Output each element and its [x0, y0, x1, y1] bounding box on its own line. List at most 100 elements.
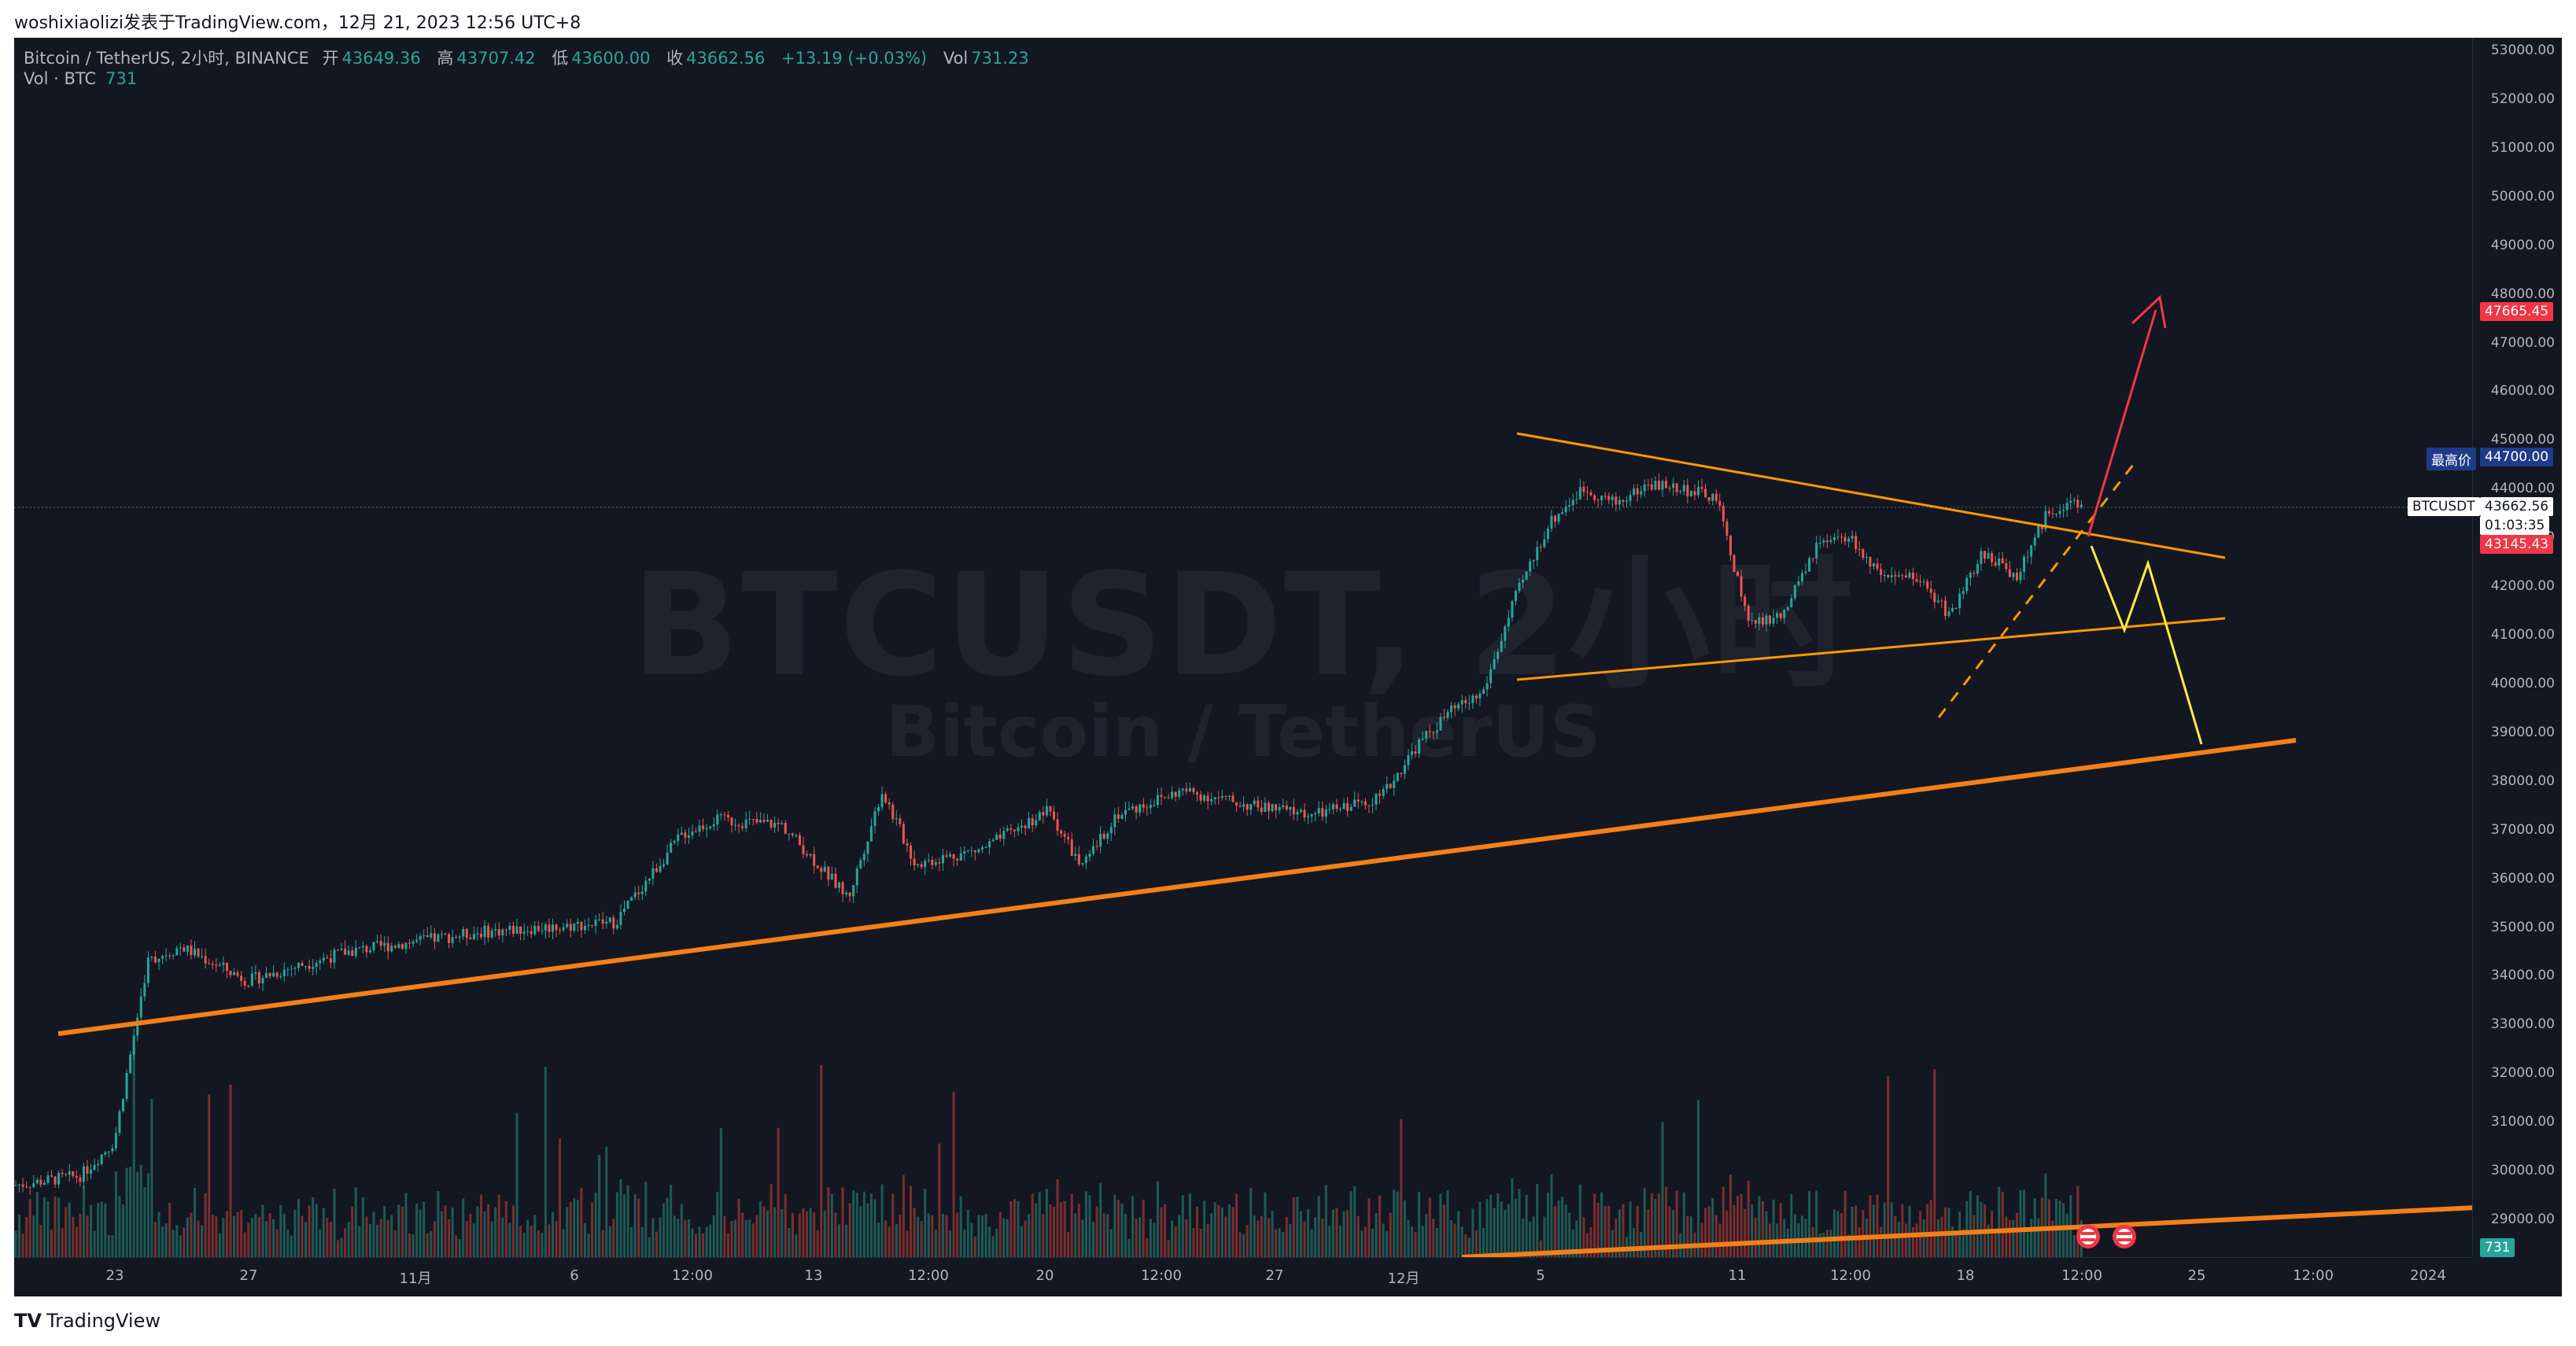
dashed-rising-trendline[interactable]	[1937, 461, 2137, 718]
volume-bar	[526, 1219, 530, 1257]
candlestick	[1407, 749, 1410, 771]
volume-bar	[1901, 1204, 1904, 1257]
candlestick	[1779, 612, 1782, 621]
volume-bar	[1407, 1219, 1410, 1257]
volume-bar	[426, 1233, 429, 1257]
drawings	[14, 295, 2472, 1257]
volume-bar	[326, 1218, 329, 1257]
volume-bar	[1224, 1216, 1227, 1257]
volume-bar	[1940, 1216, 1943, 1257]
volume-bar	[934, 1230, 937, 1257]
volume-bar	[125, 1167, 128, 1257]
volume-bar	[100, 1201, 103, 1257]
candlestick	[480, 927, 482, 940]
volume-bar	[1092, 1222, 1095, 1257]
candlestick	[172, 953, 175, 960]
candlestick	[1031, 814, 1034, 833]
volume-bar	[114, 1171, 117, 1257]
volume-bar	[984, 1214, 987, 1257]
volume-bar	[1607, 1205, 1611, 1257]
time-axis-tick: 11	[1728, 1267, 1747, 1284]
candlestick	[2080, 500, 2083, 509]
candlestick	[1238, 802, 1242, 808]
volume-bar	[1356, 1216, 1360, 1257]
us-flag-event-icon[interactable]	[2113, 1225, 2136, 1248]
volume-bar	[1482, 1227, 1485, 1257]
price-axis-tick: 32000.00	[2490, 1065, 2555, 1082]
candlestick	[1020, 819, 1024, 834]
candlestick	[1178, 787, 1181, 800]
price-axis-tick: 40000.00	[2490, 675, 2555, 691]
volume-bar	[111, 1235, 114, 1257]
triangle-lower-trendline[interactable]	[1516, 617, 2226, 681]
candlestick	[111, 1144, 114, 1155]
candlestick	[891, 802, 895, 823]
candlestick	[813, 846, 816, 874]
volume-bar	[1013, 1199, 1016, 1257]
volume-bar	[1335, 1208, 1338, 1257]
price-axis[interactable]: 29000.00 30000.00 31000.00 32000.00 33000.00…	[2472, 38, 2562, 1257]
candlestick	[1504, 624, 1507, 648]
candlestick	[1604, 492, 1607, 500]
bullish-arrow[interactable]	[2087, 295, 2167, 537]
candlestick	[308, 959, 311, 973]
open-value: 43649.36	[341, 49, 421, 68]
bearish-projection-path[interactable]	[2090, 545, 2203, 745]
candlestick	[1525, 571, 1528, 581]
candlestick	[1776, 610, 1779, 624]
volume-bar	[1060, 1201, 1063, 1257]
volume-bar	[1031, 1193, 1034, 1257]
triangle-upper-trendline[interactable]	[1516, 432, 2226, 559]
candlestick	[1156, 787, 1159, 808]
candlestick	[344, 940, 347, 955]
price-plot[interactable]	[14, 38, 2472, 1257]
volume-bar	[129, 1167, 132, 1257]
candlestick	[1804, 563, 1807, 576]
candlestick	[899, 814, 902, 828]
volume-bar	[1020, 1226, 1024, 1257]
candlestick	[1862, 548, 1865, 561]
candlestick	[2030, 544, 2033, 565]
price-axis-tick: 30000.00	[2490, 1163, 2555, 1179]
volume-bar	[945, 1215, 948, 1257]
chart-area[interactable]: BTCUSDT, 2小时 Bitcoin / TetherUS	[14, 38, 2562, 1296]
volume-bar	[1847, 1234, 1851, 1257]
tradingview-logo[interactable]: TV TradingView	[14, 1307, 161, 1334]
volume-bar	[981, 1215, 984, 1257]
candlestick	[977, 848, 980, 854]
candlestick	[1840, 533, 1843, 544]
candlestick	[419, 933, 422, 946]
long-support-trendline[interactable]	[57, 738, 2297, 1036]
volume-bar	[751, 1223, 755, 1257]
candlestick	[562, 922, 565, 932]
candlestick	[122, 1098, 124, 1113]
candlestick	[2051, 507, 2054, 519]
candlestick	[526, 926, 530, 936]
us-flag-event-icon[interactable]	[2076, 1225, 2100, 1248]
candlestick	[2001, 551, 2004, 564]
volume-bar	[744, 1219, 747, 1257]
candlestick	[1704, 483, 1707, 499]
time-axis[interactable]: 23 27 11月 6 12:00 13 12:00 20 12:00 27 12月 5 11 12:00…	[14, 1257, 2472, 1296]
volume-bar	[562, 1229, 565, 1257]
volume-bar	[1360, 1230, 1364, 1257]
volume-bar	[1854, 1205, 1858, 1257]
volume-bar	[845, 1224, 848, 1257]
candlestick	[1442, 708, 1445, 721]
volume-bar	[1697, 1100, 1699, 1257]
volume-bar	[1736, 1195, 1740, 1257]
volume-bar	[1829, 1230, 1832, 1257]
candlestick	[941, 848, 944, 871]
bottom-support-trendline[interactable]	[1461, 1205, 2472, 1257]
candlestick	[626, 900, 629, 909]
volume-legend[interactable]: Vol · BTC 731	[24, 69, 137, 88]
volume-bar	[164, 1222, 168, 1257]
legend-symbol[interactable]: Bitcoin / TetherUS, 2小时, BINANCE	[24, 49, 309, 68]
candlestick	[1460, 695, 1463, 713]
candlestick	[57, 1170, 61, 1189]
candlestick	[1915, 573, 1918, 583]
candlestick	[1453, 702, 1456, 717]
candlestick	[1786, 607, 1789, 611]
volume-bar	[1467, 1237, 1471, 1257]
candlestick	[451, 929, 454, 948]
